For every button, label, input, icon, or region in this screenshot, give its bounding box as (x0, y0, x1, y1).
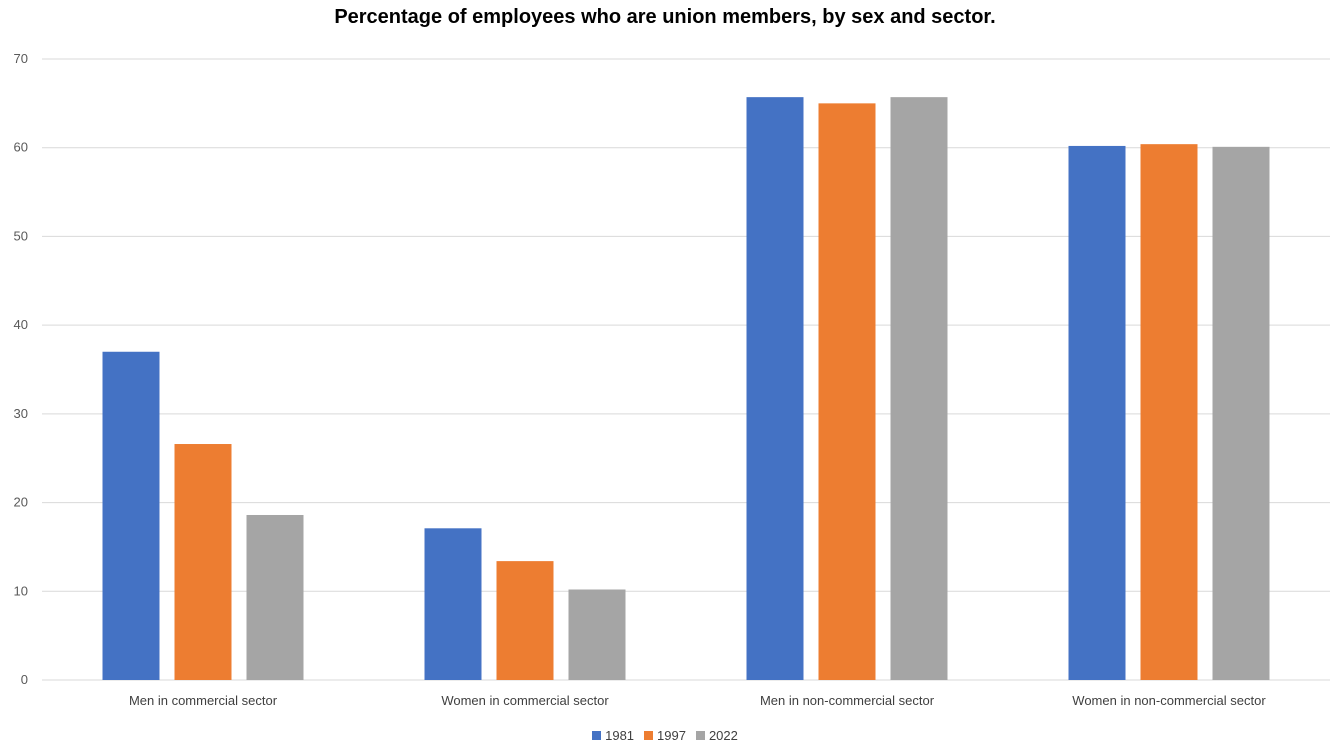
bar-1997 (1140, 144, 1198, 680)
bars (102, 97, 1270, 681)
y-tick-label: 40 (14, 317, 28, 332)
y-tick-label: 0 (21, 672, 28, 687)
bar-1981 (1068, 145, 1126, 680)
y-tick-label: 20 (14, 495, 28, 510)
bar-2022 (246, 514, 304, 680)
bar-1997 (174, 444, 232, 680)
legend-item: 2022 (695, 728, 738, 743)
legend-label: 1981 (605, 728, 635, 743)
legend-swatch (695, 731, 705, 740)
legend-swatch (644, 731, 654, 740)
legend: 1981 1997 2022 (0, 728, 1330, 743)
bar-1981 (102, 351, 160, 680)
x-axis-labels: Men in commercial sector Women in commerc… (129, 693, 1266, 708)
bar-1997 (496, 561, 554, 680)
x-category-label: Men in non-commercial sector (760, 693, 935, 708)
bar-1981 (424, 528, 482, 680)
y-tick-label: 50 (14, 228, 28, 243)
x-category-label: Men in commercial sector (129, 693, 278, 708)
legend-item: 1997 (644, 728, 686, 743)
legend-item: 1981 (592, 728, 634, 743)
gridlines (42, 58, 1330, 681)
legend-label: 2022 (708, 728, 738, 743)
x-category-label: Women in non-commercial sector (1072, 693, 1266, 708)
y-tick-label: 30 (14, 406, 28, 421)
y-tick-label: 60 (14, 140, 28, 155)
legend-swatch (592, 731, 602, 740)
y-tick-label: 10 (14, 583, 28, 598)
bar-1997 (818, 103, 876, 681)
bar-2022 (890, 97, 948, 680)
chart-title: Percentage of employees who are union me… (334, 6, 996, 28)
y-tick-label: 70 (14, 51, 28, 66)
legend-label: 1997 (657, 728, 686, 743)
bar-2022 (1212, 146, 1270, 680)
y-axis-ticks: 0 10 20 30 40 50 60 70 (14, 51, 28, 687)
bar-1981 (746, 97, 804, 680)
x-category-label: Women in commercial sector (441, 693, 609, 708)
bar-2022 (568, 589, 626, 680)
